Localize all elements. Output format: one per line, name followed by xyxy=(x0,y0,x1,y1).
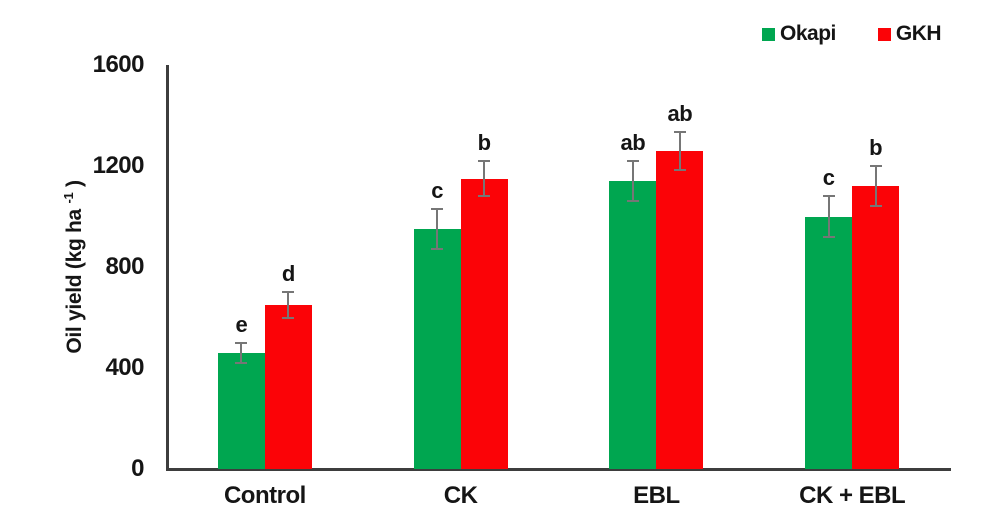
error-bar-cap-top-gkh-ck-ebl xyxy=(869,165,882,167)
error-bar-cap-bottom-okapi-ck-ebl xyxy=(822,235,835,238)
bar-gkh-ck-ebl xyxy=(852,186,900,469)
bar-gkh-ebl xyxy=(656,150,704,469)
error-bar-cap-bottom-gkh-ck xyxy=(478,195,491,198)
bar-okapi-control xyxy=(217,352,265,469)
y-tick-label-0: 0 xyxy=(131,455,144,482)
sig-letter-gkh-control: d xyxy=(281,261,295,287)
legend-label-okapi: Okapi xyxy=(780,22,836,45)
sig-letter-gkh-ck: b xyxy=(477,129,491,155)
sig-letter-okapi-ck-ebl: c xyxy=(822,165,835,191)
legend-item-okapi: Okapi xyxy=(762,22,836,46)
x-axis-line xyxy=(166,468,951,471)
legend-label-gkh: GKH xyxy=(895,22,942,45)
bar-okapi-ebl xyxy=(609,181,657,469)
y-axis-title-close: ) xyxy=(63,180,86,193)
legend-swatch-okapi xyxy=(762,27,775,41)
error-bar-cap-top-gkh-control xyxy=(282,291,295,294)
error-bar-cap-bottom-okapi-ebl xyxy=(626,200,639,203)
error-bar-cap-top-okapi-control xyxy=(235,341,248,344)
legend-item-gkh: GKH xyxy=(877,22,942,46)
bar-okapi-ck xyxy=(413,229,461,469)
y-tick-label-1200: 1200 xyxy=(92,152,145,179)
error-bar-cap-top-okapi-ebl xyxy=(626,159,639,162)
error-bar-cap-bottom-okapi-control xyxy=(235,361,248,364)
bar-gkh-control xyxy=(264,304,312,469)
sig-letter-gkh-ck-ebl: b xyxy=(869,135,883,160)
error-bar-gkh-ck xyxy=(483,160,486,197)
error-bar-okapi-control xyxy=(240,342,243,363)
y-axis-title-superscript: -1 xyxy=(61,192,76,204)
y-tick-label-400: 400 xyxy=(105,354,144,381)
error-bar-cap-bottom-gkh-ebl xyxy=(673,168,686,171)
x-tick-label-ck-ebl: CK + EBL xyxy=(799,482,906,509)
bar-okapi-ck-ebl xyxy=(805,216,853,469)
error-bar-okapi-ck xyxy=(436,208,439,250)
error-bar-gkh-ck-ebl xyxy=(874,166,877,207)
x-tick-label-ebl: EBL xyxy=(633,482,680,509)
error-bar-gkh-ebl xyxy=(678,131,681,170)
error-bar-cap-top-gkh-ebl xyxy=(673,130,686,133)
error-bar-cap-bottom-gkh-ck-ebl xyxy=(869,205,882,208)
y-axis-line xyxy=(166,65,169,470)
bar-gkh-ck xyxy=(460,178,508,469)
chart-legend: Okapi GKH xyxy=(762,22,942,46)
error-bar-cap-top-okapi-ck xyxy=(431,207,444,210)
sig-letter-okapi-ck: c xyxy=(431,177,443,203)
sig-letter-okapi-control: e xyxy=(235,311,248,337)
error-bar-cap-bottom-gkh-control xyxy=(282,316,295,319)
y-tick-label-1600: 1600 xyxy=(92,51,145,78)
y-tick-label-800: 800 xyxy=(105,253,144,280)
error-bar-okapi-ck-ebl xyxy=(827,196,830,237)
error-bar-cap-bottom-okapi-ck xyxy=(431,248,444,251)
sig-letter-okapi-ebl: ab xyxy=(620,129,646,155)
sig-letter-gkh-ebl: ab xyxy=(667,100,693,126)
error-bar-okapi-ebl xyxy=(631,160,634,202)
error-bar-cap-top-gkh-ck xyxy=(478,159,491,162)
error-bar-cap-top-okapi-ck-ebl xyxy=(822,195,835,198)
legend-swatch-gkh xyxy=(877,27,891,41)
error-bar-gkh-control xyxy=(287,292,290,318)
x-tick-label-control: Control xyxy=(223,482,306,509)
x-tick-label-ck: CK xyxy=(443,482,478,509)
